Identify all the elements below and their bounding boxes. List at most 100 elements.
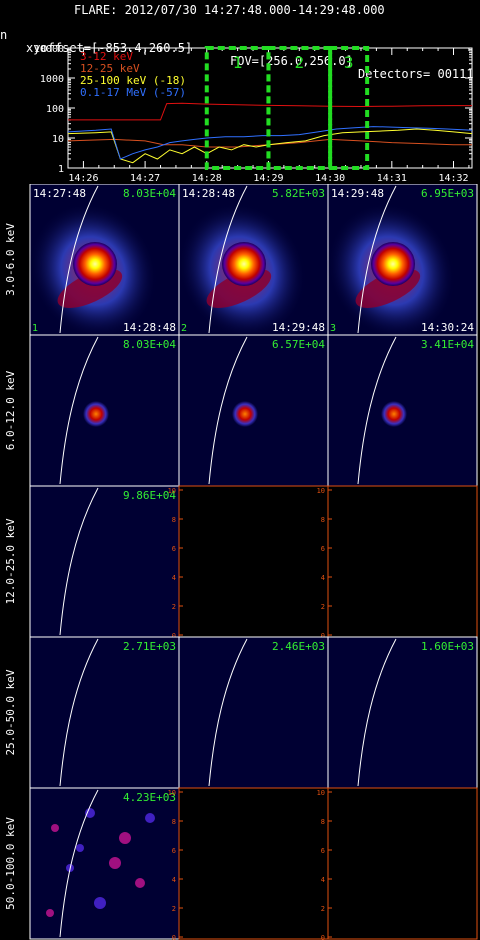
detectors-label: Detectors= 00111 [358,67,474,81]
source-blob [73,242,117,286]
peak-value: 9.86E+04 [123,489,176,502]
empty-axis-label: 0 [172,632,176,640]
empty-axis-label: 10 [168,789,176,797]
empty-axis-label: 2 [321,905,325,913]
peak-value: 2.46E+03 [272,640,325,653]
image-panel-r4-c1: 2.71E+03 [29,636,180,789]
noise-spot [51,824,59,832]
image-panel-r2-c2: 6.57E+04 [178,334,329,487]
panel-end-time: 14:28:48 [123,321,176,334]
limb-contour [208,638,248,787]
panel-end-time: 14:30:24 [421,321,474,334]
peak-value: 8.03E+04 [123,187,176,200]
peak-value: 6.57E+04 [272,338,325,351]
source-blob [232,401,258,427]
limb-contour [59,185,99,334]
limb-contour [208,185,248,334]
panel-start-time: 14:28:48 [182,187,235,200]
empty-panel-frame [178,485,329,638]
panel-frame [327,636,478,789]
source-blob [83,401,109,427]
y-tick-label: 1000 [40,74,64,85]
panel-frame [29,485,180,638]
empty-axis-label: 8 [172,516,176,524]
mode-label: n [0,28,8,42]
legend-entry-2: 12-25 keV [80,62,140,75]
empty-panel-frame [178,787,329,940]
time-interval-label-1: 1 [233,53,243,72]
x-tick-label: 14:32 [438,173,468,184]
image-panel-r3-c2: 0 2 4 6 8 10 [168,485,329,640]
panel-end-time: 14:29:48 [272,321,325,334]
panel-number: 1 [32,323,38,334]
x-tick-label: 14:28 [192,173,222,184]
image-panel-r4-c2: 2.46E+03 [178,636,329,789]
y-tick-label: 100 [46,104,64,115]
empty-axis-label: 8 [321,818,325,826]
peak-value: 5.82E+03 [272,187,325,200]
empty-axis-label: 4 [172,574,176,582]
limb-contour [208,336,248,485]
empty-axis-label: 8 [172,818,176,826]
lightcurve-chart: 1 10 100 1000 10000 14:26 14:27 14:28 14:29 14:30… [34,44,473,184]
peak-value: 3.41E+04 [421,338,474,351]
legend-entry-4: 0.1-17 MeV (-57) [80,86,186,99]
limb-contour [357,336,397,485]
panel-number: 3 [330,323,336,334]
panel-start-time: 14:29:48 [331,187,384,200]
empty-axis-label: 0 [321,934,325,940]
peak-value: 2.71E+03 [123,640,176,653]
fov-label: FOV=[256.0,256.0] [230,54,353,68]
time-interval-label-2: 2 [294,53,304,72]
x-tick-label: 14:26 [68,173,98,184]
energy-band-label: 3.0-6.0 keV [4,223,17,296]
panel-frame [178,636,329,789]
time-interval-box-3 [328,46,370,170]
panel-start-time: 14:27:48 [33,187,86,200]
peak-value: 1.60E+03 [421,640,474,653]
limb-contour [59,789,99,938]
empty-panel-frame [327,485,478,638]
peak-value: 6.95E+03 [421,187,474,200]
empty-axis-label: 0 [172,934,176,940]
empty-axis-label: 10 [317,487,325,495]
image-panel-r2-c1: 8.03E+04 [29,334,180,487]
energy-band-label: 12.0-25.0 keV [4,518,17,604]
y-tick-label: 10 [52,134,64,145]
noise-spot [119,832,131,844]
noise-spot [109,857,121,869]
image-panel-r1-c3: 14:29:48 14:30:24 3 6.95E+03 [327,184,478,339]
x-tick-label: 14:31 [377,173,407,184]
empty-axis-label: 4 [321,876,325,884]
series-line-1 [68,102,472,121]
source-blob [371,242,415,286]
panel-frame [29,636,180,789]
empty-axis-label: 6 [321,545,325,553]
empty-axis-label: 2 [172,603,176,611]
limb-contour [59,487,99,636]
panel-number: 2 [181,323,187,334]
limb-contour [357,638,397,787]
empty-axis-label: 2 [321,603,325,611]
noise-spot [94,897,106,909]
x-tick-label: 14:29 [253,173,283,184]
limb-contour [357,185,397,334]
x-tick-label: 14:30 [315,173,345,184]
noise-spot [85,808,95,818]
flare-title: FLARE: 2012/07/30 14:27:48.000-14:29:48.… [74,3,385,17]
energy-band-label: 6.0-12.0 keV [4,370,17,450]
source-blob [381,401,407,427]
image-panel-r2-c3: 3.41E+04 [327,334,478,487]
empty-axis-label: 8 [321,516,325,524]
limb-contour [59,336,99,485]
empty-axis-label: 4 [172,876,176,884]
time-interval-label-3: 3 [344,53,354,72]
energy-band-label: 25.0-50.0 keV [4,669,17,755]
image-panel-r4-c3: 1.60E+03 [327,636,478,789]
limb-contour [59,638,99,787]
image-panel-r5-c3: 0 2 4 6 8 10 [317,787,478,940]
empty-axis-label: 10 [317,789,325,797]
image-panel-r5-c1: 4.23E+03 [29,787,180,940]
x-tick-label: 14:27 [130,173,160,184]
